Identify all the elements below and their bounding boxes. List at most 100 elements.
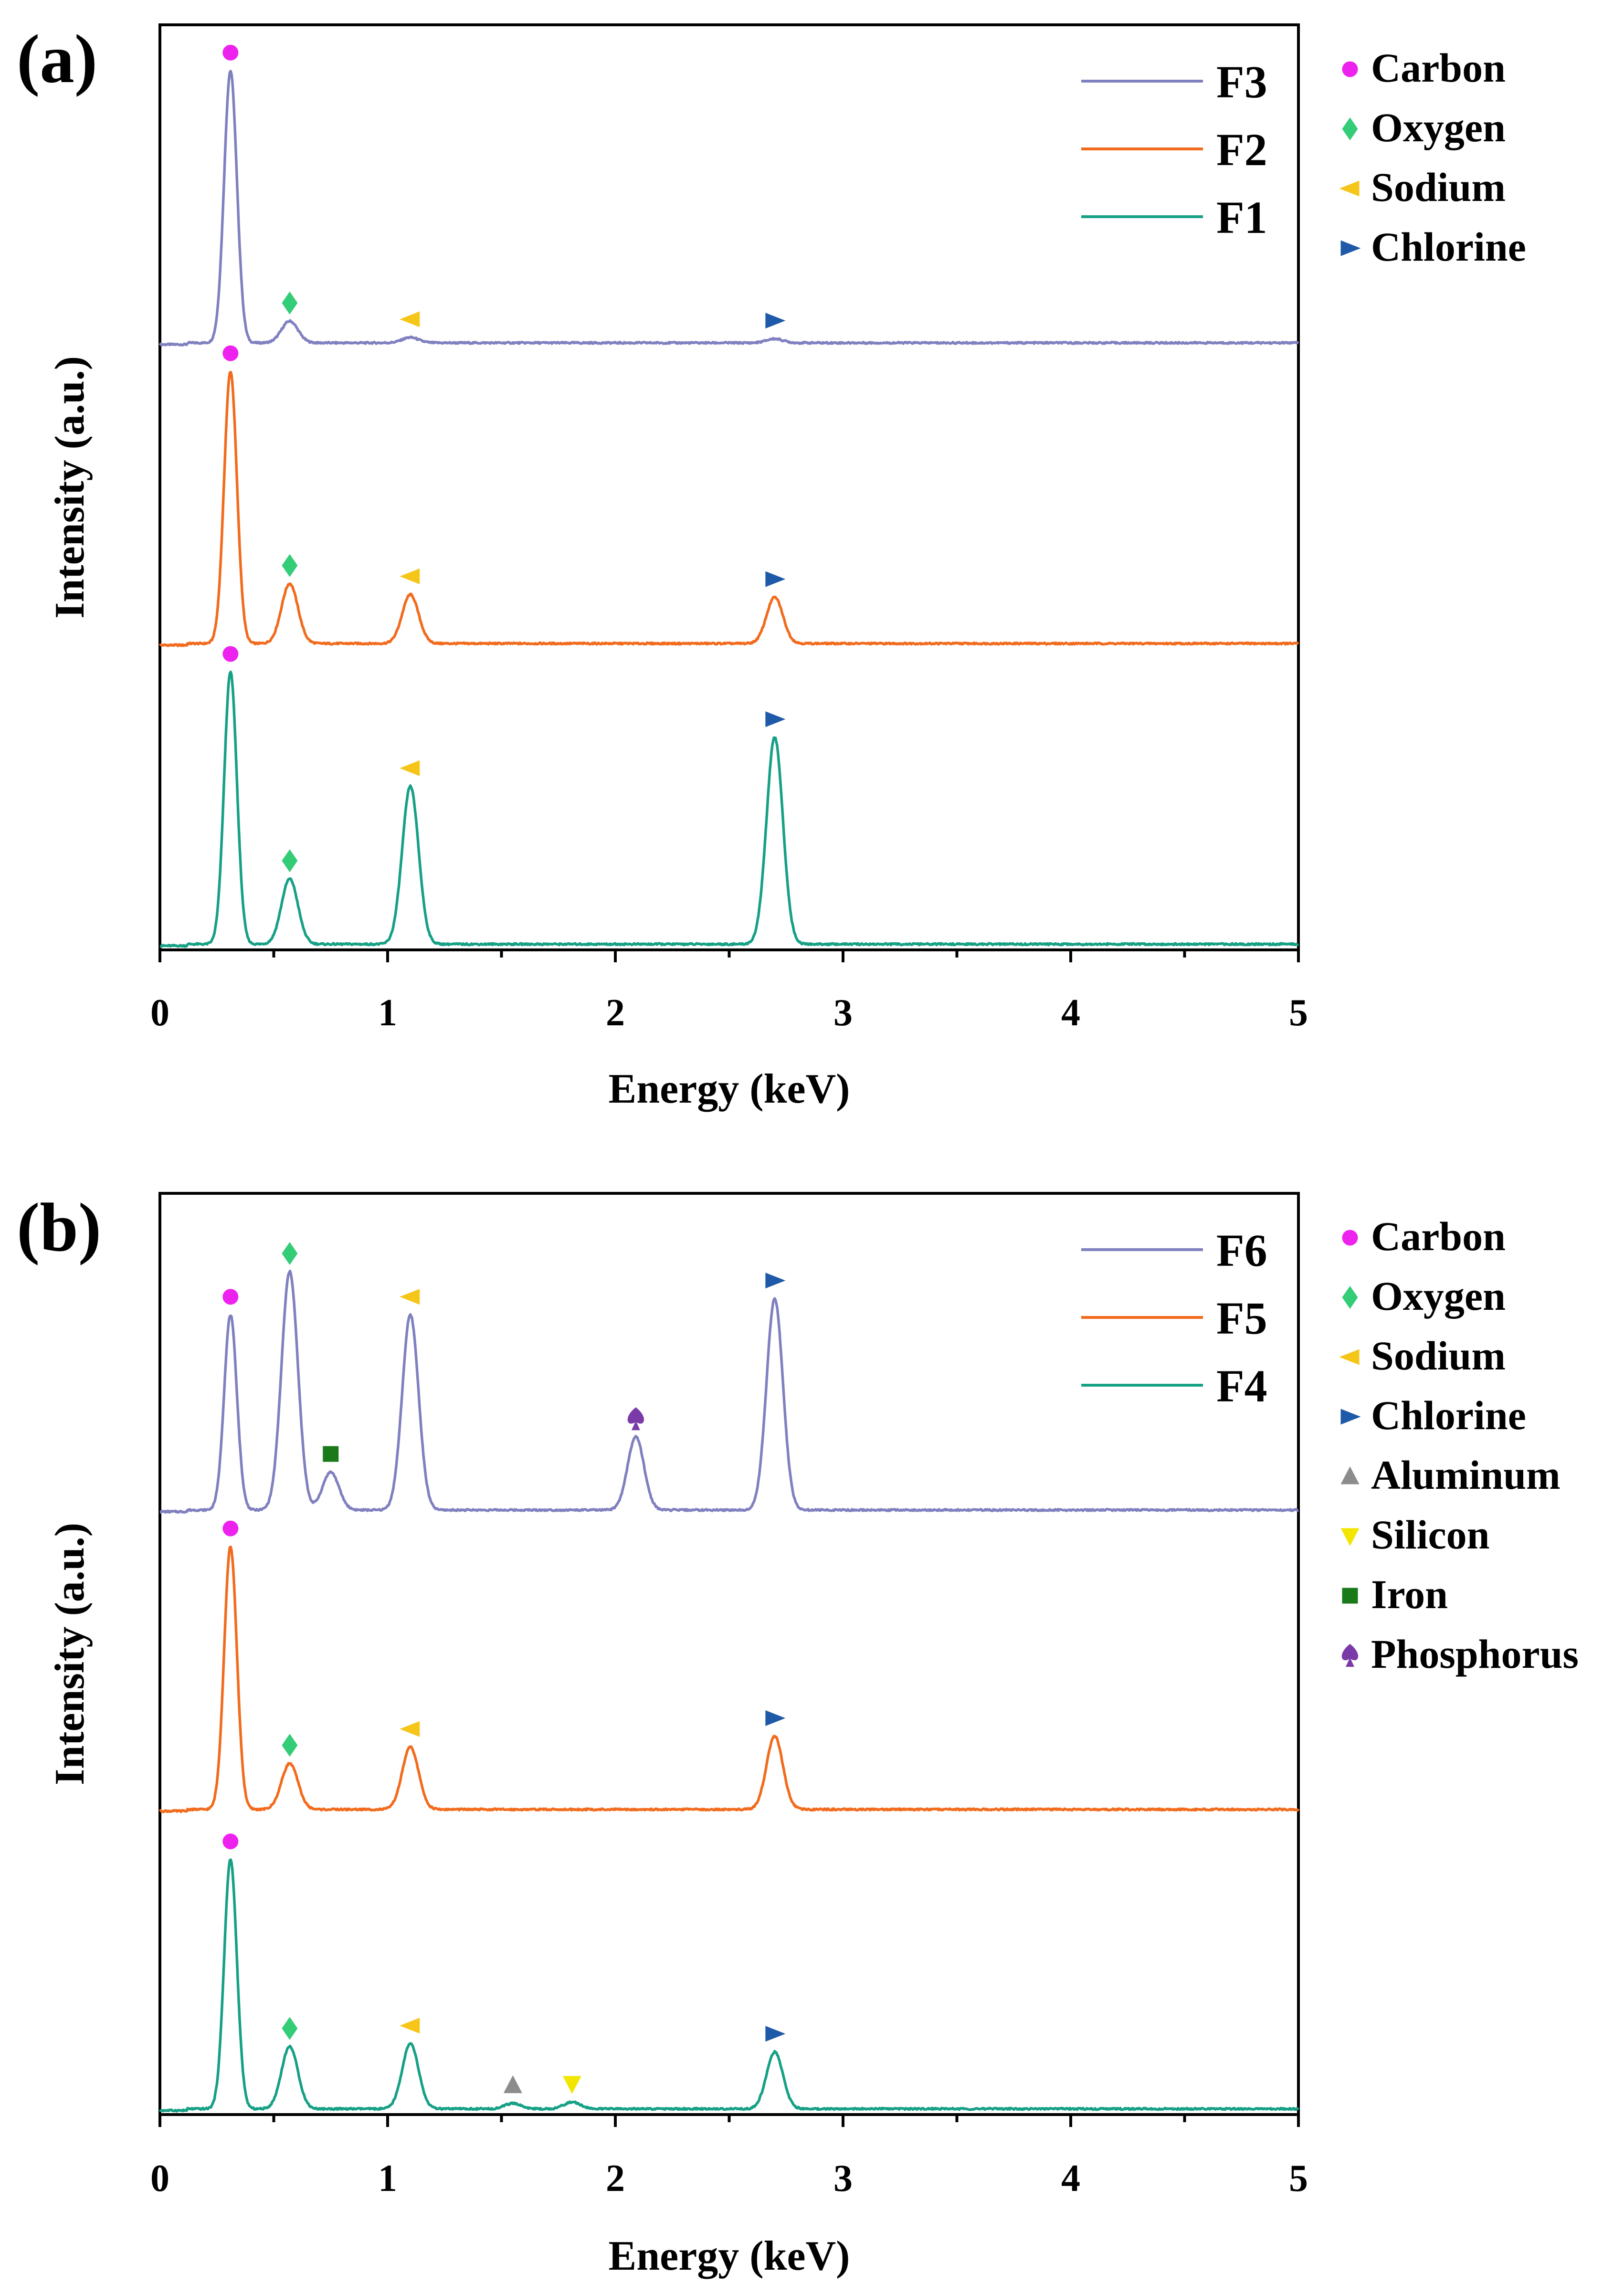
element-legend-entry: Carbon — [1342, 45, 1506, 91]
x-tick-label: 1 — [378, 992, 397, 1034]
y-axis-title: Intensity (a.u.) — [47, 1523, 93, 1785]
element-legend-entry: Sodium — [1339, 164, 1506, 210]
legend-icon-sodium — [1339, 1349, 1360, 1365]
legend-icon-carbon — [1342, 61, 1358, 77]
peak-marker-F4-aluminum — [503, 2075, 522, 2094]
x-tick-label: 3 — [833, 992, 853, 1034]
element-legend-entry: Silicon — [1340, 1512, 1490, 1558]
peak-marker-F3-oxygen — [282, 291, 298, 315]
legend-element-sodium: Sodium — [1371, 164, 1506, 210]
legend-icon-silicon — [1340, 1528, 1360, 1546]
legend-element-oxygen: Oxygen — [1371, 105, 1506, 150]
peak-marker-F2-oxygen — [282, 554, 298, 577]
series-line-F1 — [159, 670, 1299, 948]
series-legend-entry: F3 — [1081, 56, 1267, 107]
element-legend-entry: Chlorine — [1340, 1392, 1526, 1438]
legend-element-silicon: Silicon — [1371, 1512, 1490, 1558]
legend-label-F1: F1 — [1216, 192, 1267, 243]
peak-marker-F2-sodium — [400, 568, 420, 585]
element-legend-entry: Iron — [1342, 1571, 1448, 1617]
x-tick-label: 0 — [150, 2158, 169, 2200]
panel-label: (a) — [17, 21, 97, 97]
series-legend-entry: F1 — [1081, 192, 1267, 243]
element-legend-entry: Chlorine — [1340, 224, 1526, 270]
x-tick-label: 2 — [606, 992, 625, 1034]
legend-icon-aluminum — [1340, 1466, 1360, 1484]
peak-marker-F4-chlorine — [765, 2026, 786, 2042]
series-legend-entry: F6 — [1081, 1225, 1267, 1276]
legend-element-carbon: Carbon — [1371, 1213, 1506, 1259]
legend-element-phosphorus: Phosphorus — [1371, 1631, 1579, 1677]
panel-label: (b) — [17, 1190, 101, 1266]
peak-marker-F5-chlorine — [765, 1710, 786, 1726]
legend-element-oxygen: Oxygen — [1371, 1273, 1506, 1319]
element-legend-entry: Sodium — [1339, 1333, 1506, 1379]
legend-icon-chlorine — [1340, 1409, 1361, 1425]
peak-marker-F3-sodium — [400, 311, 420, 327]
peak-marker-F5-carbon — [222, 1520, 239, 1537]
element-legend-entry: Carbon — [1342, 1213, 1506, 1259]
series-legend-entry: F5 — [1081, 1293, 1267, 1344]
peak-marker-F4-silicon — [562, 2076, 581, 2094]
x-tick-label: 5 — [1289, 992, 1308, 1034]
series-line-F2 — [158, 370, 1299, 647]
x-tick-label: 1 — [378, 2158, 397, 2200]
x-tick-label: 4 — [1061, 2158, 1080, 2200]
legend-label-F6: F6 — [1216, 1225, 1267, 1276]
series-line-F5 — [158, 1545, 1300, 1813]
peak-marker-F6-chlorine — [765, 1273, 786, 1289]
legend-label-F4: F4 — [1216, 1360, 1267, 1411]
plot-frame — [158, 1192, 1300, 2116]
peak-marker-F6-oxygen — [282, 1242, 298, 1265]
legend-label-F5: F5 — [1216, 1293, 1267, 1344]
peak-marker-F1-chlorine — [765, 711, 786, 727]
element-legend-entry: Phosphorus — [1341, 1631, 1579, 1677]
element-legend-entry: Aluminum — [1340, 1452, 1561, 1498]
peak-marker-F3-carbon — [222, 44, 239, 61]
series-line-F6 — [159, 1269, 1299, 1514]
peak-marker-F1-carbon — [222, 646, 239, 662]
peak-marker-F6-phosphorus — [627, 1407, 644, 1431]
peak-marker-F4-sodium — [400, 2018, 420, 2034]
legend-element-chlorine: Chlorine — [1371, 224, 1526, 270]
x-tick-label: 5 — [1289, 2158, 1308, 2200]
x-axis-title: Energy (keV) — [609, 2233, 850, 2279]
legend-element-iron: Iron — [1371, 1571, 1448, 1617]
x-axis-title: Energy (keV) — [609, 1066, 850, 1112]
element-legend-entry: Oxygen — [1342, 1273, 1506, 1319]
x-tick-label: 2 — [606, 2158, 625, 2200]
peak-marker-F5-oxygen — [282, 1734, 298, 1757]
legend-icon-sodium — [1339, 180, 1360, 197]
peak-marker-F5-sodium — [400, 1721, 420, 1737]
series-legend-entry: F4 — [1081, 1360, 1267, 1411]
chart-panel-b: 0 1 2 3 4 5 Energy (keV) Intensity (a.u.) (b) F6 F… — [17, 1190, 1579, 2279]
peak-marker-F6-iron — [323, 1446, 339, 1462]
x-tick-label: 3 — [833, 2158, 853, 2200]
series-legend-entry: F2 — [1081, 124, 1267, 175]
x-tick-label: 4 — [1061, 992, 1080, 1034]
peak-marker-F6-carbon — [222, 1289, 239, 1305]
peak-marker-F1-sodium — [400, 760, 420, 776]
legend-element-aluminum: Aluminum — [1371, 1452, 1561, 1498]
legend-label-F3: F3 — [1216, 56, 1267, 107]
peak-marker-F4-carbon — [222, 1833, 239, 1850]
peak-marker-F3-chlorine — [765, 313, 786, 329]
chart-panel-a: 0 1 2 3 4 5 Energy (keV) Intensity (a.u.) (a) F3 F… — [17, 21, 1526, 1112]
legend-icon-oxygen — [1342, 1286, 1358, 1309]
series-line-F3 — [158, 70, 1299, 347]
x-tick-label: 0 — [150, 992, 169, 1034]
y-axis-title: Intensity (a.u.) — [47, 356, 93, 619]
element-legend-entry: Oxygen — [1342, 105, 1506, 150]
legend-element-chlorine: Chlorine — [1371, 1392, 1526, 1438]
peak-marker-F6-sodium — [400, 1289, 420, 1305]
peak-marker-F2-carbon — [222, 345, 239, 361]
peak-marker-F4-oxygen — [282, 2017, 298, 2040]
plot-frame — [158, 23, 1300, 951]
legend-icon-chlorine — [1340, 240, 1361, 256]
legend-icon-carbon — [1342, 1230, 1358, 1246]
legend-icon-iron — [1342, 1588, 1358, 1604]
legend-element-carbon: Carbon — [1371, 45, 1506, 91]
legend-icon-phosphorus — [1341, 1644, 1359, 1667]
peak-marker-F1-oxygen — [282, 849, 298, 873]
